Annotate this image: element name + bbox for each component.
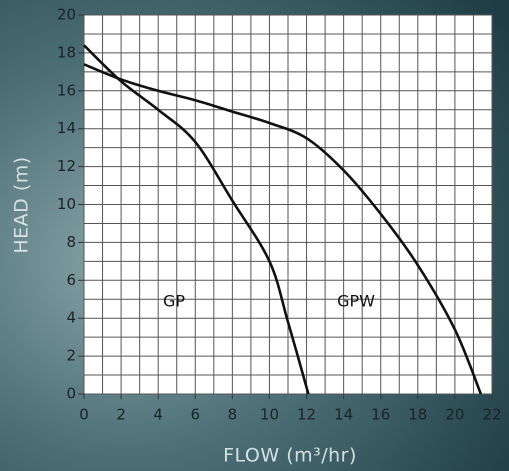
curve	[83, 44, 310, 395]
x-tick-label: 20	[445, 406, 464, 424]
x-tick-label: 12	[297, 406, 316, 424]
y-tick-label: 0	[66, 385, 76, 403]
x-tick-label: 16	[371, 406, 390, 424]
y-tick-label: 12	[57, 157, 76, 175]
y-tick-label: 18	[57, 43, 76, 61]
curve	[83, 63, 483, 395]
series-label: GPW	[337, 292, 375, 311]
y-tick-label: 16	[57, 81, 76, 99]
x-tick-label: 14	[334, 406, 353, 424]
y-axis-label: HEAD (m)	[11, 156, 33, 253]
x-tick-label: 22	[482, 406, 501, 424]
y-tick-label: 8	[66, 233, 76, 251]
y-tick-label: 4	[66, 309, 76, 327]
grid	[78, 14, 493, 399]
x-tick-label: 8	[228, 406, 238, 424]
y-tick-label: 10	[57, 195, 76, 213]
series-label: GP	[163, 292, 185, 311]
x-tick-label: 18	[408, 406, 427, 424]
x-axis-label: FLOW (m³/hr)	[223, 445, 357, 467]
x-tick-label: 4	[153, 406, 163, 424]
x-tick-label: 0	[79, 406, 89, 424]
y-tick-label: 20	[57, 6, 76, 24]
marks	[83, 44, 483, 395]
x-tick-label: 10	[260, 406, 279, 424]
x-tick-label: 6	[190, 406, 200, 424]
y-tick-label: 14	[57, 119, 76, 137]
labels: 0 2 4 6 8 10 12 14 16 18 20 22 0 2 4 6 8 10 12 14 16 18 20	[57, 6, 502, 424]
y-tick-label: 6	[66, 271, 76, 289]
y-tick-label: 2	[66, 347, 76, 365]
x-tick-label: 2	[116, 406, 126, 424]
